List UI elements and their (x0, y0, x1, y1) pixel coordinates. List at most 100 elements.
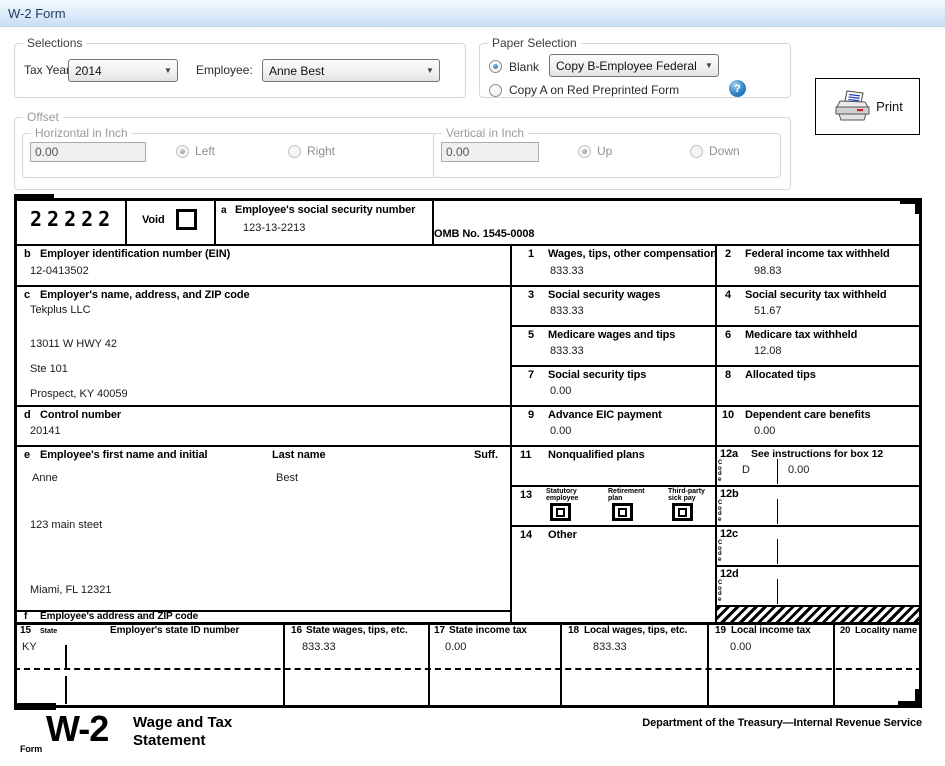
window-title: W-2 Form (8, 6, 66, 21)
box-3-label: Social security wages (548, 289, 661, 301)
control-code-22222: 22222 (30, 207, 116, 231)
down-radio[interactable] (690, 145, 703, 158)
box-a-letter: a (221, 205, 227, 216)
box-d-letter: d (24, 409, 31, 421)
box-12b-num: 12b (720, 488, 739, 500)
right-radio-label: Right (307, 144, 336, 158)
tax-year-select[interactable]: 2014 ▼ (68, 59, 178, 82)
employee-first-name: Anne (32, 472, 58, 484)
print-button[interactable]: Print (815, 78, 920, 135)
box-1-num: 1 (528, 248, 535, 260)
box-8-num: 8 (725, 369, 732, 381)
form-word: Form (20, 744, 43, 754)
box-b-letter: b (24, 248, 31, 260)
box-20-label: Locality name (855, 625, 918, 636)
w2-form-preview: 22222 Void a Employee's social security … (14, 194, 922, 710)
help-icon[interactable]: ? (729, 80, 746, 97)
box-18-value: 833.33 (593, 641, 627, 653)
box-d-label: Control number (40, 409, 122, 421)
box-e-label: Employee's first name and initial (40, 449, 208, 461)
box-18-num: 18 (568, 625, 579, 636)
employer-name: Tekplus LLC (30, 304, 91, 316)
down-radio-label: Down (709, 144, 740, 158)
left-radio[interactable] (176, 145, 189, 158)
up-radio[interactable] (578, 145, 591, 158)
omb-number: OMB No. 1545-0008 (434, 228, 535, 240)
box-c-letter: c (24, 289, 31, 301)
employee-value: Anne Best (269, 63, 325, 78)
void-checkbox (176, 209, 197, 230)
blank-radio[interactable] (489, 60, 502, 73)
statutory-employee-checkbox (550, 503, 571, 521)
box-16-num: 16 (291, 625, 302, 636)
box-5-value: 833.33 (550, 345, 584, 357)
box-5-label: Medicare wages and tips (548, 329, 676, 341)
box-8-label: Allocated tips (745, 369, 816, 381)
box-9-value: 0.00 (550, 425, 572, 437)
box-b-label: Employer identification number (EIN) (40, 248, 231, 260)
box-6-label: Medicare tax withheld (745, 329, 858, 341)
vertical-offset-legend: Vertical in Inch (446, 126, 525, 140)
tax-year-value: 2014 (75, 63, 102, 78)
box-3-num: 3 (528, 289, 535, 301)
box-17-num: 17 (434, 625, 445, 636)
box-4-value: 51.67 (754, 305, 782, 317)
employee-street: 123 main steet (30, 519, 103, 531)
box-4-num: 4 (725, 289, 732, 301)
box-14-num: 14 (520, 529, 533, 541)
ein-value: 12-0413502 (30, 265, 89, 277)
box-10-value: 0.00 (754, 425, 776, 437)
box-12a-code: D (742, 464, 750, 476)
box-f-label: Employee's address and ZIP code (40, 611, 199, 622)
selections-legend: Selections (27, 36, 83, 50)
box-10-label: Dependent care benefits (745, 409, 871, 421)
suffix-label: Suff. (474, 449, 498, 461)
box-13-num: 13 (520, 489, 533, 501)
box-9-label: Advance EIC payment (548, 409, 662, 421)
chevron-down-icon: ▼ (426, 66, 434, 75)
tax-year-label: Tax Year: (24, 63, 74, 77)
void-label: Void (142, 214, 165, 226)
employee-last-name: Best (276, 472, 299, 484)
copy-type-select[interactable]: Copy B-Employee Federal ▼ (549, 54, 719, 77)
box-a-label: Employee's social security number (235, 204, 416, 216)
box-18-label: Local wages, tips, etc. (584, 625, 688, 636)
state-id-label: Employer's state ID number (110, 625, 240, 636)
box-13-statutory-label: Statutory employee (546, 488, 579, 502)
employee-city: Miami, FL 12321 (30, 584, 112, 596)
offset-legend: Offset (27, 110, 59, 124)
box-19-label: Local income tax (731, 625, 811, 636)
last-name-label: Last name (272, 449, 326, 461)
box-14-label: Other (548, 529, 577, 541)
employee-select[interactable]: Anne Best ▼ (262, 59, 440, 82)
horizontal-offset-legend: Horizontal in Inch (35, 126, 128, 140)
box-17-label: State income tax (449, 625, 527, 636)
box-2-num: 2 (725, 248, 732, 260)
box-2-value: 98.83 (754, 265, 782, 277)
box-6-num: 6 (725, 329, 732, 341)
right-radio[interactable] (288, 145, 301, 158)
box-15-num: 15 (20, 625, 31, 636)
horizontal-offset-input[interactable] (30, 142, 146, 162)
box-19-num: 19 (715, 625, 726, 636)
box-16-label: State wages, tips, etc. (306, 625, 408, 636)
box-17-value: 0.00 (445, 641, 467, 653)
copy-a-radio[interactable] (489, 84, 502, 97)
box-20-num: 20 (840, 625, 851, 636)
box-12a-num: 12a (720, 448, 739, 460)
employer-address-1: 13011 W HWY 42 (30, 338, 118, 350)
box-13-retirement-label: Retirement plan (608, 488, 645, 502)
box-11-label: Nonqualified plans (548, 449, 645, 461)
chevron-down-icon: ▼ (164, 66, 172, 75)
vertical-offset-input[interactable] (441, 142, 539, 162)
box-3-value: 833.33 (550, 305, 584, 317)
ssn-value: 123-13-2213 (243, 222, 306, 234)
blank-radio-label: Blank (509, 60, 540, 74)
printer-icon (835, 89, 870, 120)
box-13-sickpay-label: Third-party sick pay (668, 488, 705, 502)
up-radio-label: Up (597, 144, 613, 158)
retirement-plan-checkbox (612, 503, 633, 521)
